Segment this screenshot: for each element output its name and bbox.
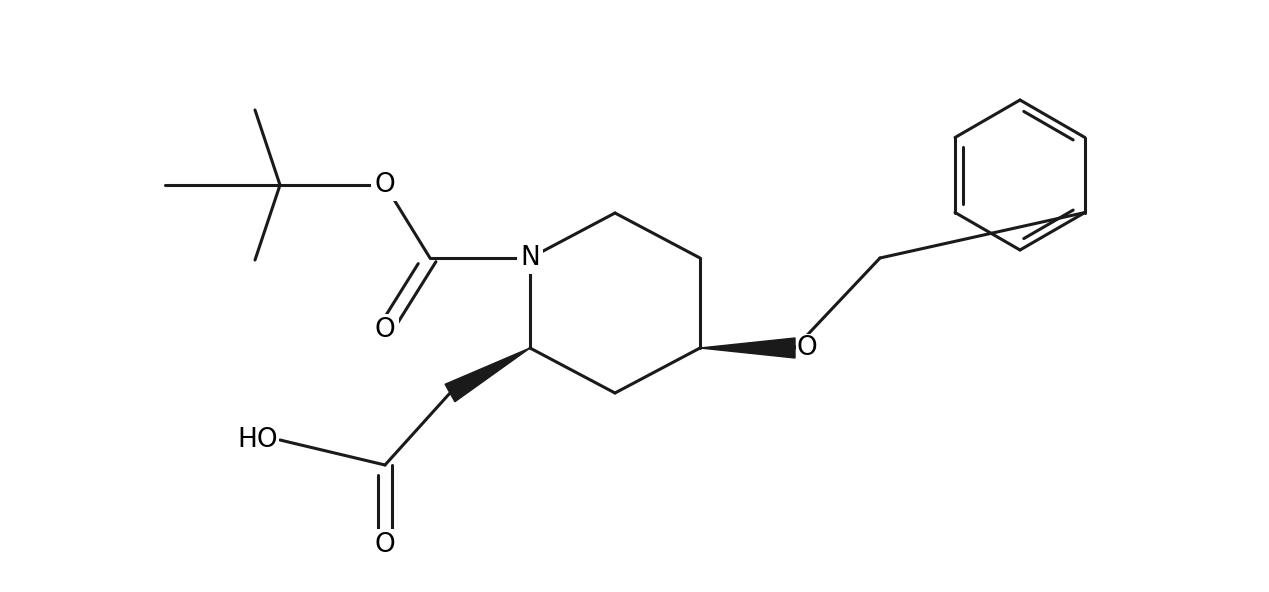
Text: O: O <box>797 335 817 361</box>
Text: N: N <box>520 245 539 271</box>
Text: O: O <box>374 532 396 558</box>
Polygon shape <box>700 338 794 358</box>
Text: O: O <box>374 317 396 343</box>
Polygon shape <box>445 348 530 402</box>
Text: O: O <box>374 172 396 198</box>
Text: HO: HO <box>237 427 278 453</box>
